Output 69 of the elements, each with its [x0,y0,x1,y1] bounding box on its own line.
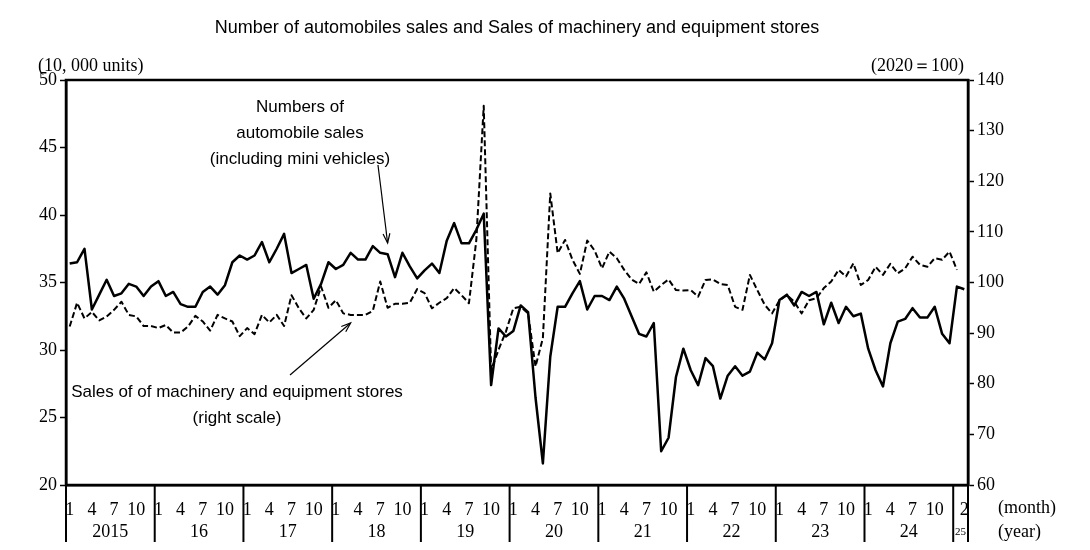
y-tick-label: 30 [39,338,57,359]
text: 20 [544,520,563,541]
y2-tick-label: 110 [977,220,1004,241]
x-tick-label: 10 [215,498,234,519]
x-tick-label: 1 [242,498,252,519]
x-tick-label: 4 [442,498,452,519]
x-tick-label: 10 [837,498,856,519]
x-tick-label: 7 [375,498,385,519]
x-tick-label: 10 [570,498,589,519]
text: 19 [456,520,475,541]
x-tick-label: 7 [553,498,563,519]
x-tick-label: 4 [708,498,718,519]
y-tick-label: 35 [39,271,57,292]
x-tick-label: 7 [819,498,829,519]
x-tick-label: 1 [331,498,341,519]
x-tick-label: 4 [885,498,895,519]
y-tick-label: 45 [39,136,57,157]
text: 17 [278,520,297,541]
x-tick-label: 10 [925,498,944,519]
x-tick-label: 4 [619,498,629,519]
x-tick-label: 4 [176,498,186,519]
y-tick-label: 20 [39,473,57,494]
x-tick-label: 7 [908,498,918,519]
x-tick-label: 10 [393,498,412,519]
x-tick-label: 1 [686,498,696,519]
y2-tick-label: 80 [977,372,995,393]
x-axis-title: (month) [998,496,1056,518]
x-tick-label: 7 [287,498,296,519]
x-tick-label: 4 [264,498,274,519]
x-tick-label: 10 [659,498,678,519]
x-tick-label: 7 [464,498,474,519]
y2-tick-label: 140 [977,68,1004,89]
y2-tick-label: 90 [977,321,995,342]
x-tick-label: 7 [198,498,208,519]
y2-axis-title: (2020＝100) [871,54,964,76]
text: Numbers of automobile sales (including mini vehicles) [209,96,391,168]
text: 21 [633,520,652,541]
text: Sales of of machinery and equipment stores (right scale) [71,381,403,427]
text: 24 [899,520,918,541]
text: 2015 [92,520,129,541]
text: (year) [998,520,1041,542]
text: 23 [811,520,830,541]
x-tick-label: 7 [730,498,740,519]
y2-tick-label: 100 [977,271,1004,292]
x-tick-label: 4 [797,498,807,519]
y2-tick-label: 60 [977,473,995,494]
x-tick-label: 4 [87,498,97,519]
x-tick-label: 1 [597,498,607,519]
y2-tick-label: 130 [977,119,1004,140]
x-tick-label: 4 [353,498,363,519]
x-tick-label: 10 [127,498,146,519]
chart-title: Number of automobiles sales and Sales of machinery and equipment stores [214,16,820,37]
text: 16 [190,520,209,541]
text: 22 [722,520,741,541]
x-tick-label: 7 [641,498,651,519]
y-tick-label: 25 [39,406,57,427]
y2-tick-label: 70 [977,423,995,444]
x-tick-label: 1 [65,498,75,519]
y-tick-label: 40 [39,203,57,224]
y2-tick-label: 120 [977,169,1004,190]
text: 25 [955,524,967,537]
x-tick-label: 4 [530,498,540,519]
x-tick-label: 2 [959,498,969,519]
x-tick-label: 10 [482,498,501,519]
x-tick-label: 10 [304,498,323,519]
text: 18 [367,520,386,541]
x-tick-label: 10 [748,498,767,519]
x-tick-label: 7 [109,498,119,519]
x-tick-label: 1 [863,498,873,519]
